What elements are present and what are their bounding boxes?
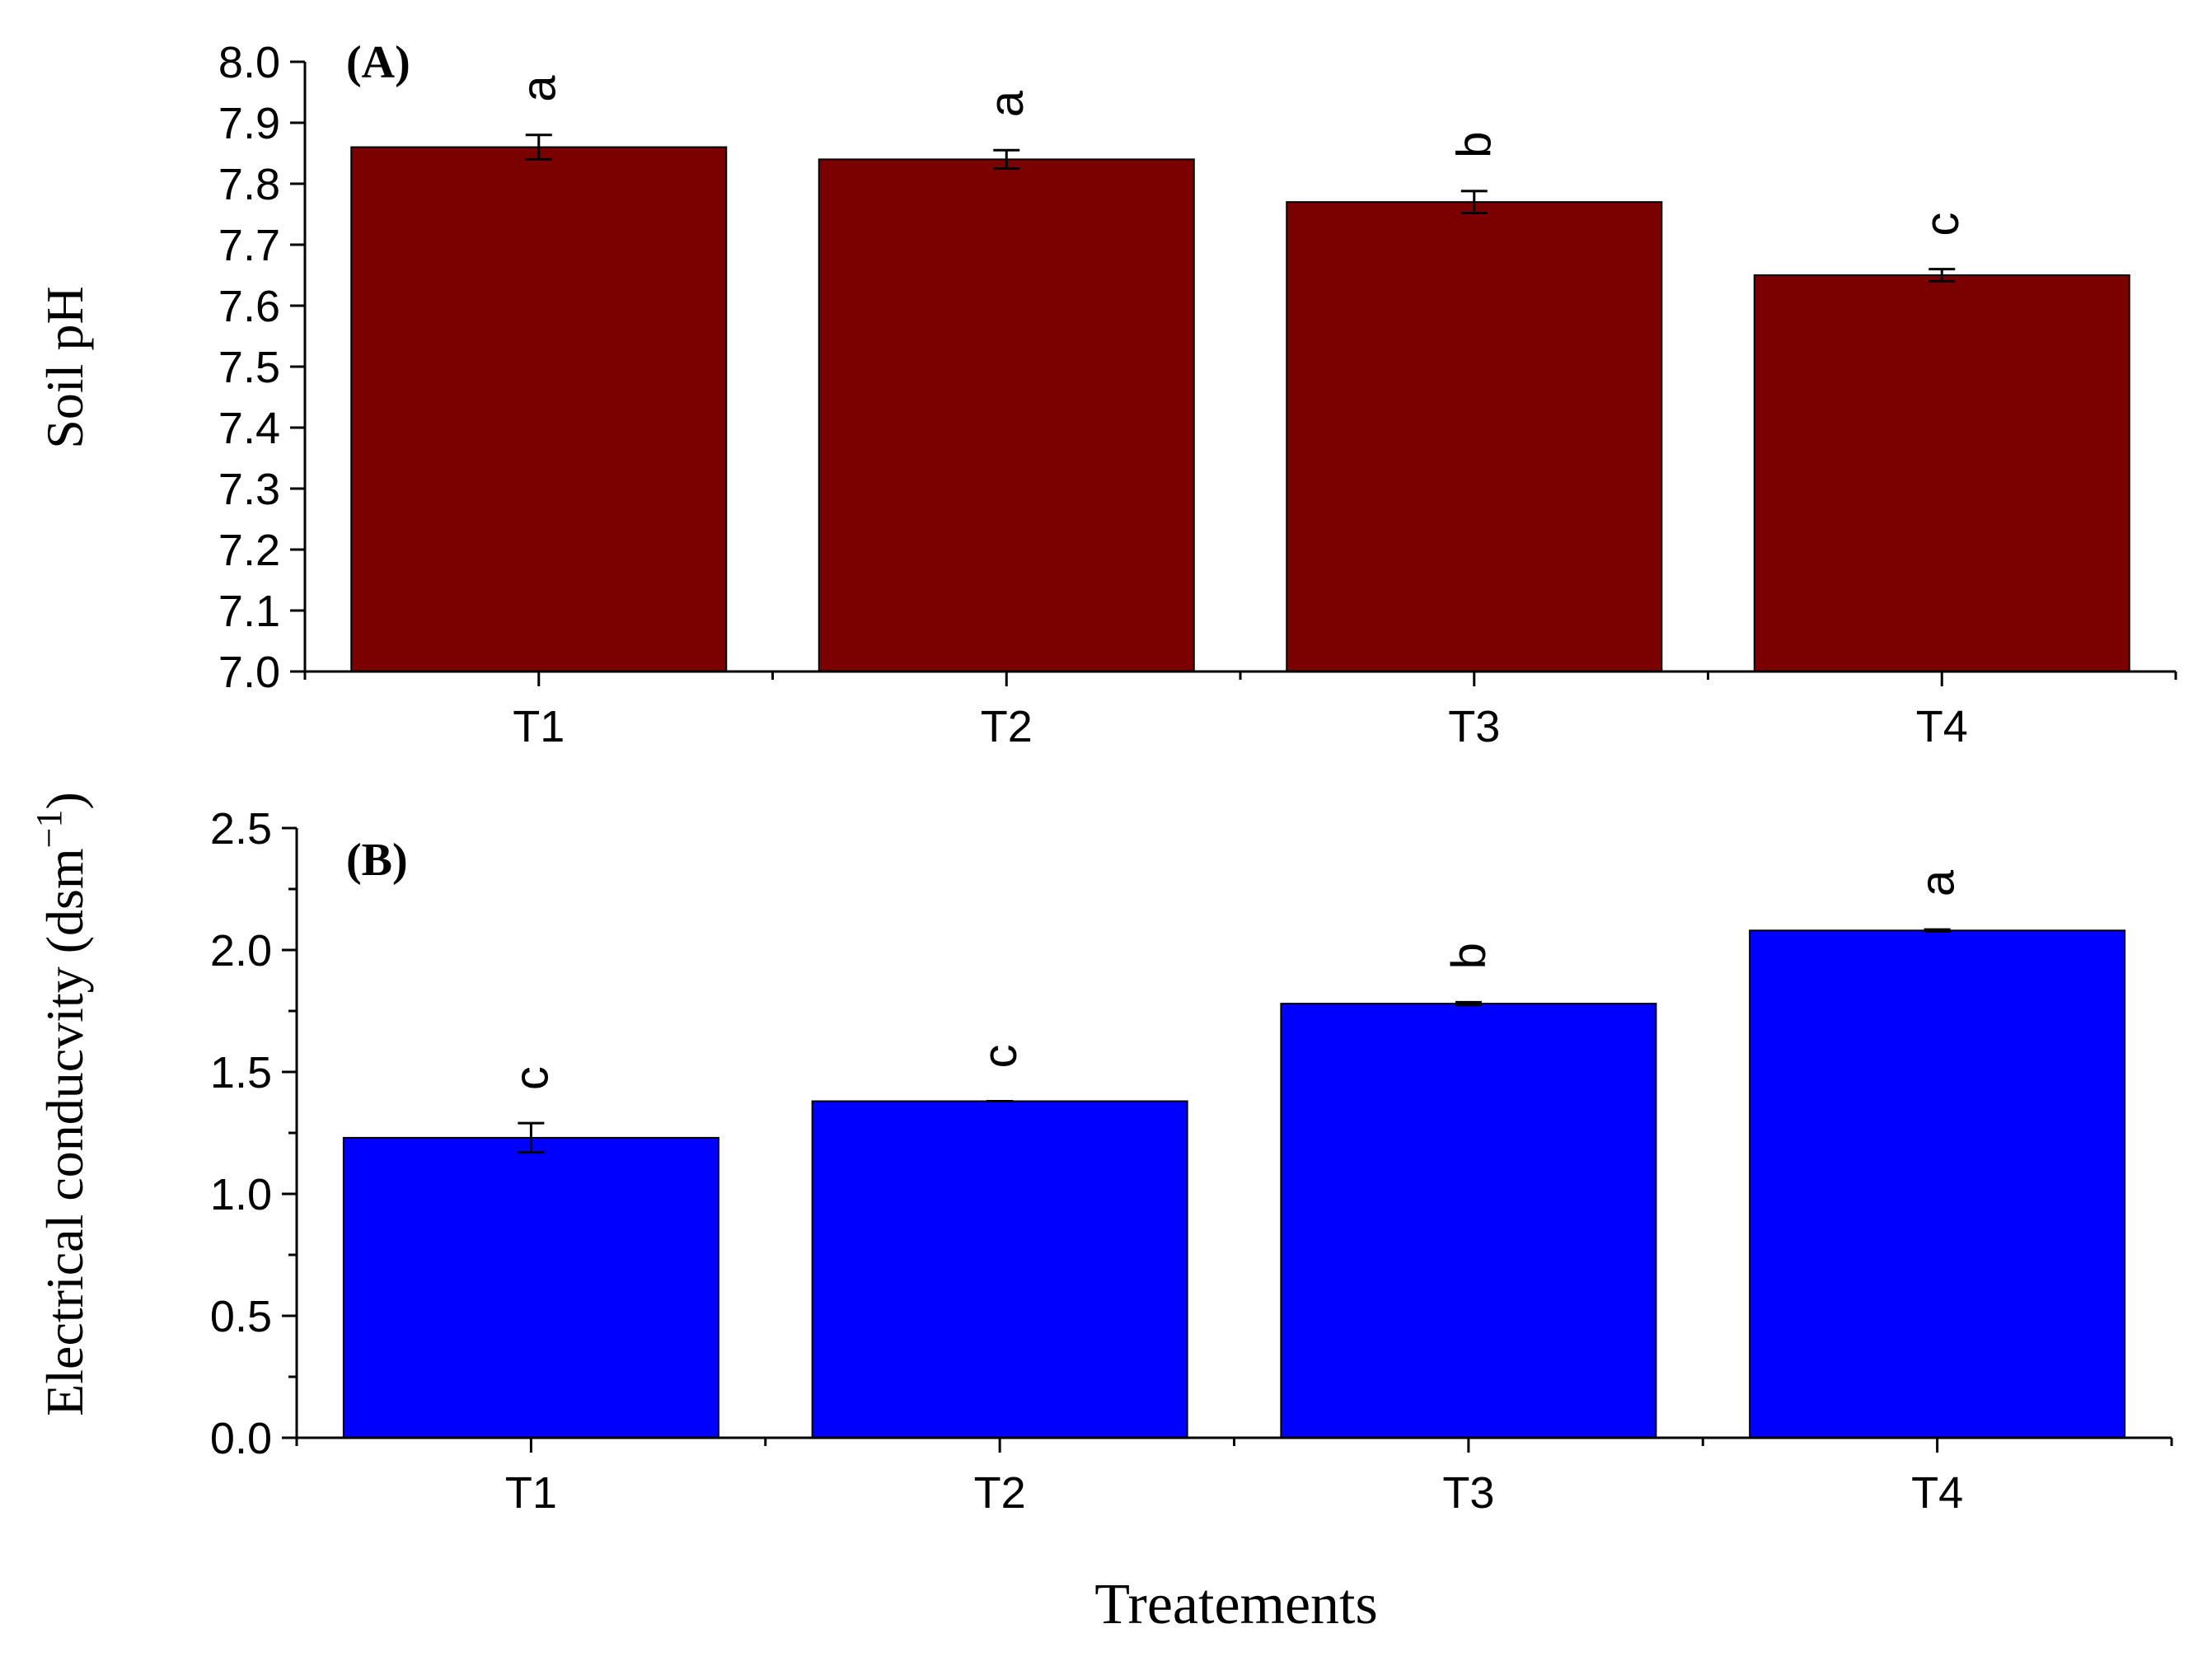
bar-t3	[1286, 201, 1663, 672]
y-tick-label: 7.6	[218, 282, 280, 331]
panel-a-bars	[350, 146, 2130, 673]
significance-letter-t2: a	[980, 90, 1033, 117]
significance-letter-t3: b	[1442, 943, 1496, 969]
y-tick-label: 2.0	[210, 926, 272, 976]
error-bar-t1	[518, 1121, 545, 1154]
x-tick-label-t2: T2	[981, 702, 1033, 751]
significance-letter-t1: c	[504, 1066, 558, 1090]
y-tick-label: 7.8	[218, 160, 280, 209]
y-tick-label: 1.0	[210, 1170, 272, 1219]
significance-letter-t4: c	[1915, 213, 1969, 236]
y-tick-label: 1.5	[210, 1048, 272, 1097]
y-tick-label: 7.4	[218, 404, 280, 453]
y-tick-label: 7.3	[218, 465, 280, 514]
bar-t3	[1280, 1003, 1657, 1439]
panel-b-y-axis-label-main: Electrical conducvity (dsm	[35, 848, 94, 1416]
y-tick-label: 7.7	[218, 221, 280, 270]
x-tick-label-t1: T1	[505, 1468, 557, 1518]
y-tick-label: 7.1	[218, 587, 280, 636]
y-tick-label: 0.0	[210, 1414, 272, 1463]
y-tick-label: 7.2	[218, 526, 280, 575]
significance-letter-t1: a	[513, 75, 566, 102]
y-tick-label: 2.5	[210, 804, 272, 854]
panel-a-label: (A)	[346, 37, 410, 88]
x-tick-label-t3: T3	[1448, 702, 1500, 751]
panel-b-y-axis-label-superscript: −1	[29, 809, 69, 848]
panel-a-x-ticks: T1 T2 T3 T4	[303, 672, 2177, 751]
y-tick-label: 7.5	[218, 343, 280, 392]
significance-letter-t4: a	[1911, 869, 1965, 896]
x-tick-label-t4: T4	[1916, 702, 1968, 751]
significance-letter-t2: c	[973, 1045, 1027, 1069]
panel-a-y-axis-label: Soil pH	[35, 286, 94, 448]
error-bar-t3	[1460, 190, 1488, 215]
panel-a-error-bars	[525, 133, 1956, 283]
error-bar-t1	[525, 133, 552, 161]
bar-t1	[342, 1136, 719, 1439]
x-tick-label-t3: T3	[1442, 1468, 1494, 1518]
bar-t4	[1749, 929, 2126, 1439]
panel-a-y-ticks: 7.0 7.1 7.2 7.3 7.4 7.5 7.6 7.7 7.8 7.9 8.0	[218, 38, 305, 697]
error-bar-t2	[993, 148, 1020, 170]
y-tick-label: 7.9	[218, 99, 280, 148]
y-tick-label: 0.5	[210, 1292, 272, 1341]
bar-t4	[1753, 274, 2130, 672]
panel-b-bars	[342, 929, 2126, 1439]
x-tick-label-t4: T4	[1911, 1468, 1963, 1518]
x-axis-label: Treatements	[1094, 1573, 1377, 1636]
significance-letter-t3: b	[1448, 132, 1502, 158]
panel-b-y-ticks: 0.0 0.5 1.0 1.5 2.0 2.5	[210, 804, 297, 1463]
panel-a-significance-letters: a a b c	[513, 75, 1970, 236]
panel-b-label: (B)	[346, 835, 408, 886]
y-tick-label: 8.0	[218, 38, 280, 87]
y-tick-label: 7.0	[218, 648, 280, 697]
panel-b-electrical-conductivity-chart: 0.0 0.5 1.0 1.5 2.0 2.5 T1 T2 T3 T4 c c b a (B) Ele…	[29, 792, 2173, 1636]
panel-b-y-axis-label: Electrical conducvity (dsm−1)	[29, 792, 94, 1416]
bar-t2	[811, 1100, 1188, 1439]
bar-t1	[350, 146, 728, 673]
x-tick-label-t2: T2	[974, 1468, 1026, 1518]
panel-b-error-bars	[518, 928, 1951, 1154]
error-bar-t3	[1455, 1000, 1482, 1007]
bar-t2	[818, 158, 1195, 672]
panel-b-x-ticks: T1 T2 T3 T4	[295, 1438, 2173, 1518]
panel-b-significance-letters: c c b a	[504, 869, 1964, 1090]
error-bar-t4	[1928, 268, 1956, 283]
panel-b-y-axis-label-close: )	[35, 792, 94, 809]
x-tick-label-t1: T1	[513, 702, 565, 751]
error-bar-t4	[1924, 928, 1951, 934]
panel-a-soil-ph-chart: 7.0 7.1 7.2 7.3 7.4 7.5 7.6 7.7 7.8 7.9 8.0 T1 T2 T3…	[35, 37, 2177, 751]
